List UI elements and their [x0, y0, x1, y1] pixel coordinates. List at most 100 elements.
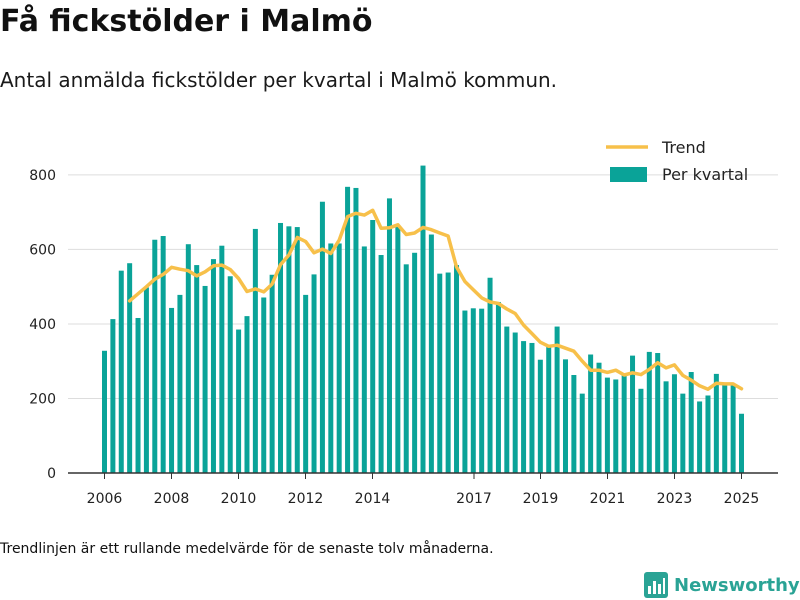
bar [386, 198, 392, 473]
bar [261, 297, 267, 473]
bar [529, 342, 535, 473]
x-tick-label: 2025 [724, 491, 760, 507]
bar [143, 287, 149, 473]
bar [110, 319, 116, 473]
bar [663, 381, 669, 473]
chart-logo-icon [644, 572, 668, 598]
bar [152, 239, 158, 473]
bar [420, 165, 426, 473]
bar [470, 308, 476, 473]
bar [127, 263, 133, 473]
legend-label-per-kvartal: Per kvartal [662, 165, 748, 184]
bar [345, 186, 351, 474]
bar [378, 255, 384, 473]
bar [688, 372, 694, 473]
bar [202, 285, 208, 473]
bar [554, 326, 560, 473]
bar [135, 317, 141, 473]
chart-subtitle: Antal anmälda fickstölder per kvartal i … [0, 68, 558, 92]
bar [646, 351, 652, 473]
bar [403, 264, 409, 473]
bar [454, 265, 460, 473]
x-tick-label: 2023 [657, 491, 693, 507]
bar [521, 341, 527, 473]
bar [370, 219, 376, 473]
bar [613, 379, 619, 473]
bar [562, 359, 568, 473]
bar [596, 362, 602, 473]
legend-label-trend: Trend [661, 138, 706, 157]
bar [604, 377, 610, 473]
bar [227, 276, 233, 473]
bar [705, 395, 711, 473]
bar [194, 265, 200, 473]
bar [319, 201, 325, 473]
bar [579, 393, 585, 473]
chart-title: Få fickstölder i Malmö [0, 4, 373, 39]
bar [697, 401, 703, 473]
bar [328, 243, 334, 473]
x-tick-label: 2012 [288, 491, 324, 507]
bar [311, 274, 317, 473]
bar [395, 225, 401, 473]
newsworthy-logo[interactable]: Newsworthy [644, 570, 800, 600]
bar [546, 347, 552, 473]
bar [102, 350, 107, 473]
bar [739, 413, 744, 473]
bar [428, 234, 434, 473]
bar [504, 326, 510, 473]
trend-line [127, 208, 744, 391]
bar [588, 354, 594, 473]
x-tick-label: 2008 [154, 491, 190, 507]
y-tick-label: 200 [29, 391, 56, 407]
bar [353, 187, 359, 474]
bar [303, 294, 309, 473]
x-tick-label: 2014 [355, 491, 391, 507]
bar [479, 308, 485, 473]
bar [495, 301, 501, 473]
bar [445, 272, 451, 473]
bar [671, 374, 677, 473]
x-tick-label: 2006 [87, 491, 123, 507]
bar [169, 307, 175, 473]
line-series-trend [127, 208, 744, 391]
bar [571, 375, 577, 473]
bar-series-per-kvartal [102, 165, 744, 474]
bar [118, 270, 124, 473]
x-tick-label: 2010 [221, 491, 257, 507]
axes: 2006 2008 2010 2012 2014 2017 2019 2021 2023 2025 [68, 472, 778, 507]
bar [177, 294, 183, 473]
bar [244, 316, 250, 473]
bar [286, 226, 292, 473]
bar [336, 243, 342, 473]
bar [537, 359, 543, 473]
x-tick-label: 2017 [456, 491, 492, 507]
y-tick-label: 600 [29, 242, 56, 258]
bar [412, 252, 418, 473]
legend-swatch-per-kvartal [610, 167, 647, 182]
bar [252, 228, 258, 473]
bar [236, 329, 242, 473]
bar [210, 259, 216, 473]
bar [361, 246, 367, 473]
bar [713, 373, 719, 473]
y-tick-label: 400 [29, 317, 56, 333]
bar [621, 374, 627, 473]
bar [269, 274, 275, 473]
bar [638, 388, 644, 473]
brand-name: Newsworthy [674, 574, 800, 596]
bar [487, 277, 493, 473]
bar [722, 384, 728, 473]
legend: Trend Per kvartal [606, 138, 748, 184]
bar [630, 355, 636, 473]
footnote: Trendlinjen är ett rullande medelvärde f… [0, 541, 494, 557]
bar [437, 273, 443, 473]
y-tick-label: 800 [29, 168, 56, 184]
bar [294, 227, 300, 473]
y-tick-label: 0 [47, 466, 56, 482]
bar [185, 244, 191, 473]
bar [278, 222, 284, 473]
bar [512, 332, 518, 473]
bar [462, 310, 468, 473]
bar [680, 393, 686, 473]
